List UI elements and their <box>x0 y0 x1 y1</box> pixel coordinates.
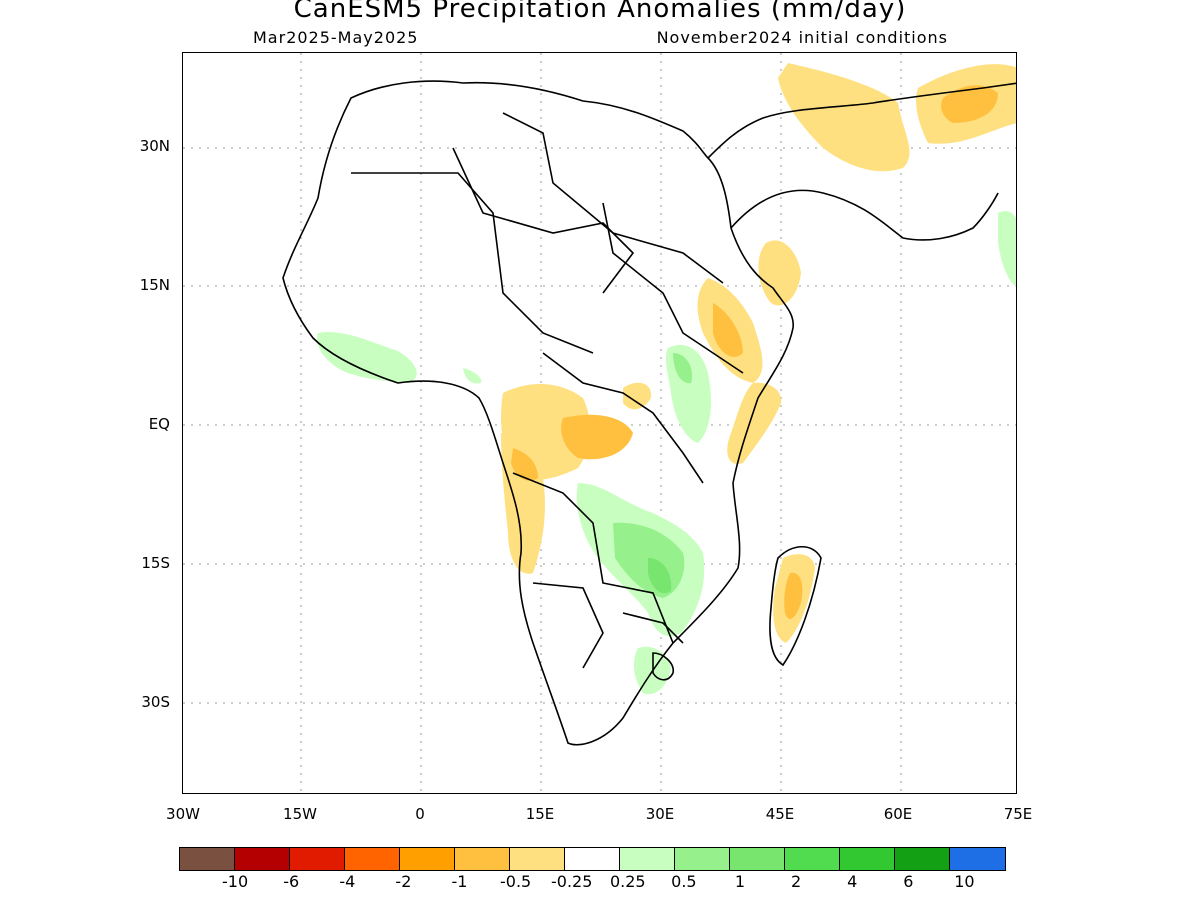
lat-label-30n: 30N <box>139 137 170 155</box>
legend-swatch <box>730 848 785 870</box>
legend-label: -2 <box>395 872 412 891</box>
legend-swatch <box>950 848 1005 870</box>
legend-label: -1 <box>451 872 468 891</box>
season-label: Mar2025-May2025 <box>253 28 419 47</box>
lat-label-eq: EQ <box>148 415 170 433</box>
legend-swatch <box>840 848 895 870</box>
precipitation-anomaly-map <box>183 53 1016 793</box>
lon-label-15e: 15E <box>525 805 555 823</box>
anomaly-shading <box>317 63 1016 695</box>
legend-label: -0.5 <box>499 872 532 891</box>
legend-swatch <box>675 848 730 870</box>
map-title: CanESM5 Precipitation Anomalies (mm/day) <box>293 0 907 24</box>
color-legend <box>179 847 1006 871</box>
legend-swatch <box>620 848 675 870</box>
map-panel <box>182 52 1017 794</box>
legend-swatch <box>510 848 565 870</box>
legend-swatch <box>235 848 290 870</box>
legend-swatch <box>290 848 345 870</box>
legend-label: -10 <box>222 872 249 891</box>
lon-label-45e: 45E <box>765 805 795 823</box>
legend-label: 0.25 <box>609 872 646 891</box>
legend-label: 0.5 <box>671 872 697 891</box>
lat-label-15n: 15N <box>139 276 170 294</box>
legend-swatch <box>895 848 950 870</box>
legend-swatch <box>345 848 400 870</box>
legend-label: 1 <box>734 872 746 891</box>
lon-label-15w: 15W <box>283 805 317 823</box>
legend-swatch <box>785 848 840 870</box>
lon-label-0: 0 <box>415 805 425 823</box>
lat-label-15s: 15S <box>141 554 170 572</box>
legend-label: 6 <box>903 872 914 891</box>
legend-label: 2 <box>791 872 802 891</box>
lon-label-60e: 60E <box>883 805 913 823</box>
coastlines-and-borders <box>282 80 1016 746</box>
legend-label: -0.25 <box>550 872 593 891</box>
legend-swatch <box>565 848 620 870</box>
legend-label: -4 <box>339 872 356 891</box>
lon-label-75e: 75E <box>1003 805 1033 823</box>
legend-swatch <box>180 848 235 870</box>
initial-conditions-label: November2024 initial conditions <box>656 28 948 47</box>
legend-label: 10 <box>954 872 975 891</box>
lon-label-30w: 30W <box>166 805 200 823</box>
legend-swatch <box>455 848 510 870</box>
lon-label-30e: 30E <box>645 805 675 823</box>
lat-label-30s: 30S <box>141 693 170 711</box>
legend-label: -6 <box>283 872 300 891</box>
legend-swatch <box>400 848 455 870</box>
legend-label: 4 <box>847 872 858 891</box>
